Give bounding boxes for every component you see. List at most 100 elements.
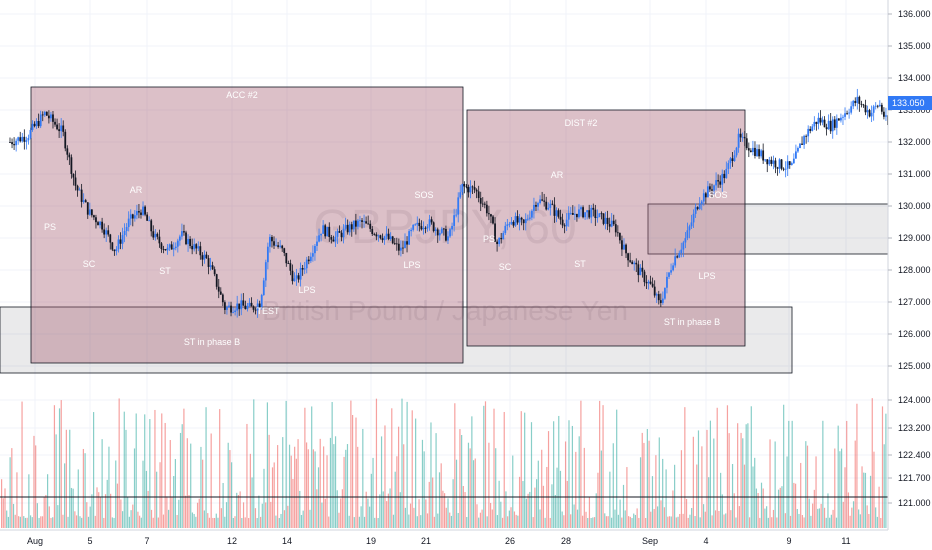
volume-bar bbox=[185, 495, 187, 528]
volume-bar bbox=[162, 514, 165, 528]
volume-bar bbox=[433, 516, 435, 528]
candle-body bbox=[518, 217, 521, 223]
candle-body bbox=[735, 147, 738, 156]
volume-bar bbox=[152, 517, 154, 528]
candle-body bbox=[860, 103, 863, 105]
volume-bar bbox=[650, 511, 652, 528]
candle-body bbox=[475, 189, 478, 192]
volume-bar bbox=[309, 509, 311, 528]
volume-bar bbox=[469, 448, 471, 528]
volume-bar bbox=[793, 482, 795, 528]
candle-body bbox=[864, 105, 867, 113]
candle-body bbox=[289, 263, 292, 271]
volume-bar bbox=[413, 507, 415, 528]
x-tick-label: Aug bbox=[27, 536, 43, 546]
candle-body bbox=[727, 163, 730, 169]
y-tick-label: 134.000 bbox=[898, 73, 931, 83]
volume-bar bbox=[616, 409, 618, 528]
volume-bar bbox=[515, 514, 517, 528]
candle-body bbox=[379, 235, 382, 239]
wyckoff-annotation: ST bbox=[159, 266, 171, 276]
volume-bar bbox=[701, 446, 703, 528]
candle-body bbox=[627, 253, 629, 261]
volume-bar bbox=[658, 437, 660, 528]
candle-body bbox=[555, 210, 558, 216]
volume-bar bbox=[18, 516, 20, 528]
volume-bar bbox=[101, 439, 103, 528]
candle-body bbox=[453, 215, 456, 226]
candle-body bbox=[197, 246, 200, 249]
volume-bar bbox=[401, 398, 403, 528]
volume-bar bbox=[220, 508, 222, 528]
volume-bar bbox=[883, 444, 885, 528]
candle-body bbox=[842, 116, 844, 118]
candle-body bbox=[631, 261, 634, 265]
candle-body bbox=[647, 281, 650, 284]
candle-body bbox=[266, 246, 269, 263]
volume-bar bbox=[530, 422, 533, 528]
volume-bar bbox=[486, 516, 488, 528]
volume-bar bbox=[144, 414, 146, 528]
volume-bar bbox=[599, 400, 601, 528]
candle-body bbox=[578, 209, 580, 218]
volume-bar bbox=[449, 512, 451, 528]
volume-bar bbox=[273, 462, 275, 528]
candle-body bbox=[58, 129, 61, 132]
volume-bar bbox=[776, 517, 778, 528]
volume-bar bbox=[420, 515, 422, 528]
candle-body bbox=[264, 262, 267, 281]
candle-body bbox=[54, 121, 56, 125]
volume-bar bbox=[173, 476, 175, 528]
candle-body bbox=[269, 236, 271, 247]
candle-body bbox=[856, 96, 859, 104]
volume-bar bbox=[784, 513, 786, 528]
volume-bar bbox=[471, 416, 473, 528]
volume-bar bbox=[365, 491, 367, 528]
volume-bar bbox=[190, 443, 192, 528]
volume-bar bbox=[377, 517, 379, 528]
candle-body bbox=[440, 228, 443, 233]
candle-body bbox=[492, 216, 494, 224]
volume-bar bbox=[421, 439, 424, 528]
volume-bar bbox=[133, 448, 136, 528]
candle-body bbox=[621, 240, 623, 250]
candle-body bbox=[74, 177, 77, 186]
x-tick-label: 28 bbox=[561, 536, 571, 546]
candle-body bbox=[408, 231, 410, 245]
candle-body bbox=[557, 210, 560, 217]
candle-body bbox=[340, 232, 343, 238]
volume-bar bbox=[534, 487, 536, 528]
volume-bar bbox=[679, 513, 681, 528]
volume-bar bbox=[783, 404, 785, 528]
candle-body bbox=[140, 212, 142, 215]
volume-bar bbox=[176, 515, 178, 528]
candle-body bbox=[342, 228, 345, 238]
volume-bar bbox=[340, 498, 342, 528]
volume-bar bbox=[242, 502, 245, 528]
candle-body bbox=[625, 244, 627, 254]
candle-body bbox=[592, 207, 595, 210]
volume-bar bbox=[527, 493, 529, 528]
volume-bar bbox=[851, 507, 853, 528]
volume-bar bbox=[268, 434, 270, 528]
volume-bar bbox=[387, 493, 389, 528]
volume-bar bbox=[26, 517, 28, 528]
volume-bar bbox=[794, 483, 797, 528]
candle-body bbox=[496, 241, 498, 245]
volume-bar bbox=[806, 445, 809, 528]
volume-bar bbox=[805, 441, 807, 528]
candle-body bbox=[121, 235, 124, 244]
candle-body bbox=[285, 252, 288, 264]
volume-bar bbox=[411, 410, 413, 528]
volume-bar bbox=[539, 509, 541, 528]
candle-body bbox=[436, 229, 439, 236]
volume-bar bbox=[188, 495, 190, 528]
volume-bar bbox=[648, 440, 650, 528]
volume-bar bbox=[849, 515, 851, 528]
candle-body bbox=[361, 220, 363, 222]
volume-bar bbox=[723, 514, 725, 528]
candle-body bbox=[426, 226, 429, 229]
candle-body bbox=[664, 287, 666, 299]
candle-body bbox=[535, 205, 537, 207]
